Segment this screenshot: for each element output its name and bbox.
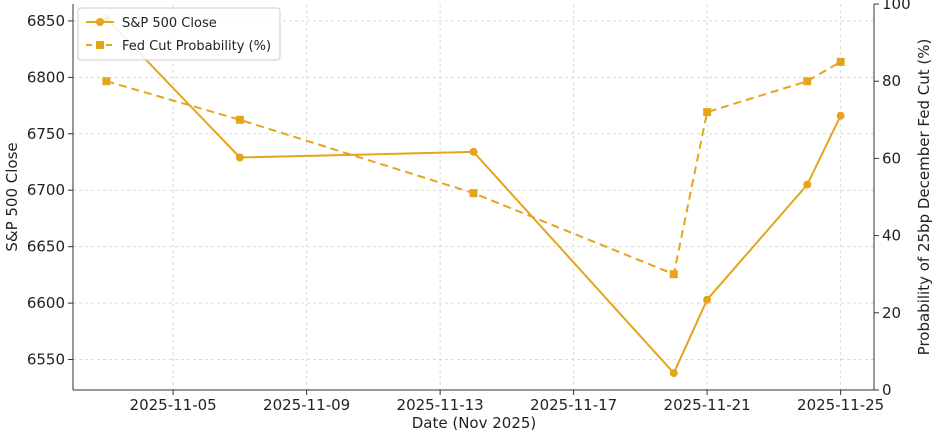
x-tick-label: 2025-11-17: [530, 396, 617, 414]
data-point-fedcut: [669, 270, 678, 279]
y-right-axis-title: Probability of 25bp December Fed Cut (%): [915, 39, 933, 356]
legend-marker-sp500: [96, 18, 104, 26]
y-left-tick-label: 6850: [27, 12, 65, 30]
legend: S&P 500 Close Fed Cut Probability (%): [77, 7, 281, 61]
y-right-tick-label: 0: [882, 381, 892, 399]
legend-label-fedcut: Fed Cut Probability (%): [122, 39, 271, 54]
x-tick-label: 2025-11-09: [263, 396, 350, 414]
y-left-axis-title: S&P 500 Close: [3, 142, 21, 251]
data-point-sp500: [469, 147, 478, 156]
y-left-tick-label: 6750: [27, 125, 65, 143]
y-right-tick-label: 80: [882, 72, 901, 90]
data-point-sp500: [703, 295, 712, 304]
data-point-sp500: [669, 369, 678, 378]
y-left-tick-label: 6550: [27, 351, 65, 369]
y-right-tick-label: 40: [882, 227, 901, 245]
y-right-tick-label: 100: [882, 0, 911, 13]
y-left-axis-ticks: 6550 6600 6650 6700 6750 6800 6850: [27, 12, 73, 369]
series-line-fedcut: [106, 61, 842, 276]
x-axis-ticks: 2025-11-05 2025-11-09 2025-11-13 2025-11-17…: [130, 390, 884, 414]
data-point-sp500: [235, 153, 244, 162]
y-right-tick-label: 60: [882, 149, 901, 167]
y-right-axis-ticks: 0 20 40 60 80 100: [874, 0, 911, 399]
data-point-sp500: [836, 111, 845, 120]
data-point-sp500: [803, 180, 812, 189]
data-point-fedcut: [703, 108, 712, 117]
data-point-fedcut: [102, 77, 111, 86]
data-point-fedcut: [235, 115, 244, 124]
x-tick-label: 2025-11-21: [664, 396, 751, 414]
data-point-fedcut: [803, 77, 812, 86]
x-tick-label: 2025-11-05: [130, 396, 217, 414]
legend-box: [77, 7, 281, 61]
legend-label-sp500: S&P 500 Close: [122, 16, 217, 31]
x-tick-label: 2025-11-13: [397, 396, 484, 414]
y-left-tick-label: 6600: [27, 294, 65, 312]
legend-marker-fedcut: [96, 41, 104, 49]
x-axis-title: Date (Nov 2025): [412, 414, 537, 432]
y-left-tick-label: 6650: [27, 238, 65, 256]
data-point-fedcut: [836, 57, 845, 66]
y-left-tick-label: 6700: [27, 181, 65, 199]
x-tick-label: 2025-11-25: [797, 396, 884, 414]
y-left-tick-label: 6800: [27, 68, 65, 86]
y-right-tick-label: 20: [882, 304, 901, 322]
series: [102, 14, 845, 378]
data-point-fedcut: [469, 189, 478, 198]
